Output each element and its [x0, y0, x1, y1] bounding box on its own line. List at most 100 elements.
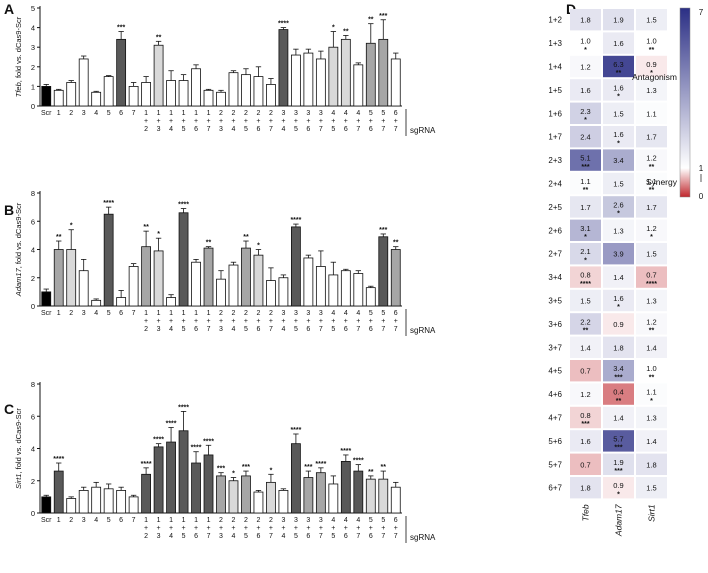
heatmap-value: 3.9: [613, 250, 623, 259]
bar: [365, 42, 376, 107]
x-tick-label: 2: [232, 110, 236, 117]
heatmap-cell: [636, 336, 667, 358]
heatmap-cell: [570, 219, 601, 241]
bar: [178, 80, 189, 107]
heatmap-value: 1.2: [646, 317, 656, 326]
heatmap-value: 1.8: [580, 484, 590, 493]
x-tick-label: 5: [331, 126, 335, 133]
heatmap-cell: [603, 55, 634, 78]
y-axis-label: Sirt1, fold vs. dCas9-Scr: [14, 408, 23, 489]
bar: [91, 486, 102, 514]
heatmap-cell: [636, 79, 667, 101]
bar: [266, 280, 276, 307]
x-tick-plus: +: [244, 525, 248, 532]
x-tick-label: 4: [169, 126, 173, 133]
heatmap-value: 1.8: [646, 460, 656, 469]
heatmap-cell: [636, 126, 667, 148]
heatmap-cell: [570, 55, 601, 78]
significance-label: **: [368, 17, 374, 24]
y-tick-label: 6: [31, 217, 35, 226]
x-tick-plus: +: [244, 318, 248, 325]
heatmap-cell: [636, 360, 667, 382]
x-tick-label: 1: [144, 517, 148, 524]
y-tick-label: 5: [31, 4, 35, 13]
heatmap-value: 6.3: [613, 60, 623, 69]
heatmap-value: 2.3: [580, 107, 590, 116]
heatmap-cell: [603, 336, 634, 358]
bar: [228, 480, 239, 514]
x-tick-label: 4: [356, 517, 360, 524]
heatmap-cell: [570, 430, 601, 452]
x-tick-label: 4: [344, 110, 348, 117]
heatmap-cell: [636, 430, 667, 452]
heatmap-significance: *: [617, 211, 620, 218]
x-tick-label: 1: [57, 310, 61, 317]
x-tick-label: 1: [144, 310, 148, 317]
heatmap-value: 3.4: [613, 156, 623, 165]
x-tick-label: 2: [232, 517, 236, 524]
x-tick-plus: +: [157, 525, 161, 532]
x-tick-label: 3: [82, 517, 86, 524]
bar: [91, 91, 102, 107]
heatmap-cell: [603, 383, 634, 405]
heatmap-cell: [636, 102, 667, 124]
heatmap-row-label: 2+4: [548, 180, 562, 189]
heatmap-row-label: 4+6: [548, 390, 562, 399]
colorbar-mid-label: 1: [699, 164, 704, 173]
bar: [103, 488, 114, 514]
heatmap-value: 1.2: [646, 224, 656, 233]
x-tick-label: 7: [207, 533, 211, 540]
x-tick-label: 3: [82, 110, 86, 117]
heatmap-cell: [636, 172, 667, 195]
bar: [91, 299, 102, 307]
y-axis-label-rest: , fold vs. dCas9-Scr: [14, 408, 23, 474]
x-tick-label: 3: [157, 533, 161, 540]
x-tick-label: 5: [107, 110, 111, 117]
significance-label: ****: [290, 217, 301, 224]
bar: [153, 44, 164, 107]
significance-label: **: [243, 234, 249, 241]
heatmap-cell: [570, 126, 601, 148]
x-tick-plus: +: [319, 118, 323, 125]
x-tick-label: 3: [157, 126, 161, 133]
heatmap-cell: [570, 196, 601, 218]
x-tick-label: 5: [381, 310, 385, 317]
heatmap-significance: ***: [614, 445, 622, 452]
x-tick-label: 6: [306, 326, 310, 333]
heatmap-value: 1.1: [646, 177, 656, 186]
significance-label: ****: [178, 202, 189, 209]
heatmap-row-label: 4+7: [548, 414, 562, 423]
heatmap-row-label: 2+7: [548, 250, 562, 259]
heatmap-value: 5.1: [580, 154, 590, 163]
x-tick-plus: +: [306, 118, 310, 125]
x-tick-label: 1: [157, 310, 161, 317]
bar: [303, 52, 314, 107]
heatmap-cell: [570, 79, 601, 101]
bar: [178, 212, 189, 307]
x-tick-label: 4: [232, 326, 236, 333]
x-tick-plus: +: [294, 525, 298, 532]
heatmap-row-label: 1+4: [548, 63, 562, 72]
heatmap-value: 1.6: [580, 86, 590, 95]
x-tick-label: 1: [207, 110, 211, 117]
heatmap-value: 0.7: [580, 367, 590, 376]
heatmap-cell: [636, 313, 667, 335]
x-tick-label: 5: [369, 310, 373, 317]
x-tick-label: 7: [269, 326, 273, 333]
heatmap-row-label: 2+6: [548, 226, 562, 235]
significance-label: **: [381, 464, 387, 471]
bar: [166, 441, 176, 514]
x-tick-label: 6: [306, 126, 310, 133]
bar: [216, 475, 226, 514]
x-tick-label: 7: [132, 110, 136, 117]
x-tick-plus: +: [381, 118, 385, 125]
heatmap-row-label: 2+3: [548, 156, 562, 165]
x-tick-label: 4: [169, 533, 173, 540]
heatmap-value: 2.4: [580, 133, 590, 142]
x-tick-label: 5: [182, 533, 186, 540]
heatmap-value: 1.4: [613, 414, 623, 423]
heatmap-significance: **: [649, 47, 655, 54]
heatmap-significance: ***: [581, 421, 589, 428]
bar: [103, 76, 114, 107]
bar: [241, 74, 251, 107]
